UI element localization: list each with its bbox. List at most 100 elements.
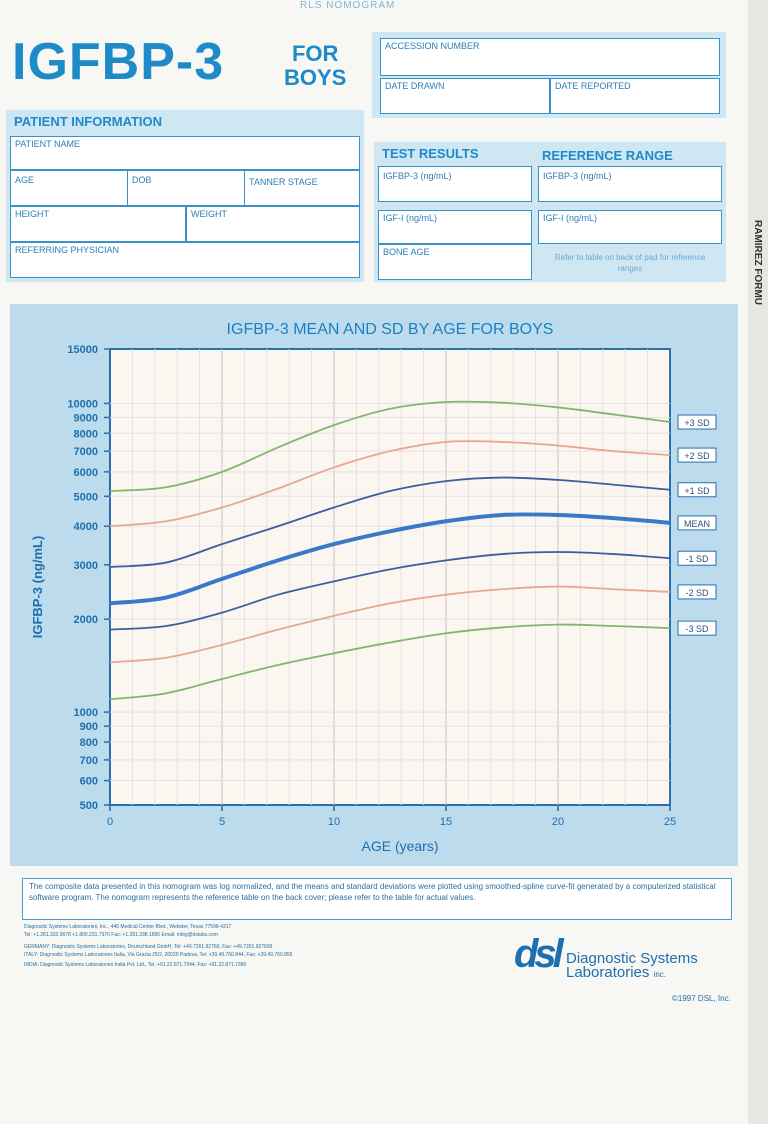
patient-name-field[interactable]: PATIENT NAME xyxy=(10,136,360,170)
plot-area xyxy=(109,348,671,806)
y-tick-label: 800 xyxy=(80,737,98,749)
logo-inc: inc. xyxy=(653,970,667,979)
y-tick-label: 3000 xyxy=(74,560,98,572)
series-line-minus1sd xyxy=(109,551,671,631)
x-tick-label: 0 xyxy=(107,816,113,828)
dob-field[interactable]: DOB xyxy=(127,170,245,206)
address-line-2: Tel: +1.281.332.9678 +1.800.231.7970 Fax… xyxy=(24,932,218,938)
x-tick-label: 20 xyxy=(552,816,564,828)
x-tick-label: 15 xyxy=(440,816,452,828)
for-boys-label: FOR BOYS xyxy=(284,42,346,90)
igfbp3-nomogram-chart: IGFBP-3 MEAN AND SD BY AGE FOR BOYS 500 60… xyxy=(30,321,717,854)
series-label: -2 SD xyxy=(685,588,709,598)
y-tick-label: 5000 xyxy=(74,491,98,503)
referring-physician-label: REFERRING PHYSICIAN xyxy=(15,245,120,255)
company-logo-text: Diagnostic Systems Laboratories inc. xyxy=(566,950,698,982)
boys-label: BOYS xyxy=(284,65,347,90)
series-label: MEAN xyxy=(684,519,710,529)
series-line-minus3sd xyxy=(109,623,671,701)
height-label: HEIGHT xyxy=(15,209,50,219)
series-label: -3 SD xyxy=(685,624,709,634)
date-drawn-field[interactable]: DATE DRAWN xyxy=(380,78,550,114)
series-line-minus2sd xyxy=(109,585,671,664)
series-label-box xyxy=(677,447,717,463)
reference-note: Refer to table on back of pad for refere… xyxy=(554,253,706,273)
bone-age-label: BONE AGE xyxy=(383,247,430,257)
chart-title: IGFBP-3 MEAN AND SD BY AGE FOR BOYS xyxy=(227,321,554,338)
series-label: +3 SD xyxy=(684,418,710,428)
series-label: +1 SD xyxy=(684,486,710,496)
dsl-logo-icon: dsl xyxy=(514,932,564,976)
y-tick-label: 6000 xyxy=(74,467,98,479)
bone-age-field[interactable]: BONE AGE xyxy=(378,244,532,280)
dob-label: DOB xyxy=(132,175,152,185)
reference-range-title: REFERENCE RANGE xyxy=(542,148,673,163)
accession-label: ACCESSION NUMBER xyxy=(385,41,480,51)
igfbp3-reference-label: IGFBP-3 (ng/mL) xyxy=(543,171,612,181)
series-line-mean xyxy=(109,512,671,606)
tanner-stage-field[interactable]: TANNER STAGE xyxy=(244,170,360,206)
logo-line-2: Laboratories inc. xyxy=(566,964,698,982)
series-line-plus1sd xyxy=(109,476,671,568)
x-tick-label: 25 xyxy=(664,816,676,828)
logo-line-2-text: Laboratories xyxy=(566,964,650,981)
series-label: +2 SD xyxy=(684,451,710,461)
referring-physician-field[interactable]: REFERRING PHYSICIAN xyxy=(10,242,360,278)
weight-label: WEIGHT xyxy=(191,209,227,219)
y-tick-label: 10000 xyxy=(67,398,98,410)
igfbp3-reference-field[interactable]: IGFBP-3 (ng/mL) xyxy=(538,166,722,202)
accession-field[interactable]: ACCESSION NUMBER xyxy=(380,38,720,76)
test-results-title: TEST RESULTS xyxy=(382,146,479,161)
y-tick-label: 7000 xyxy=(74,446,98,458)
for-label: FOR xyxy=(291,41,339,66)
y-tick-label: 8000 xyxy=(74,428,98,440)
series-label-box xyxy=(677,414,717,430)
date-reported-label: DATE REPORTED xyxy=(555,81,631,91)
y-tick-label: 900 xyxy=(80,721,98,733)
form-title: IGFBP-3 xyxy=(12,33,225,91)
patient-section-title: PATIENT INFORMATION xyxy=(14,114,163,129)
y-tick-label: 15000 xyxy=(67,344,98,356)
x-axis-label: AGE (years) xyxy=(361,838,438,854)
x-tick-label: 5 xyxy=(219,816,225,828)
logo-line-1: Diagnostic Systems xyxy=(566,950,698,967)
x-tick-label: 10 xyxy=(328,816,340,828)
igf1-reference-field[interactable]: IGF-I (ng/mL) xyxy=(538,210,722,244)
patient-name-label: PATIENT NAME xyxy=(15,139,81,149)
top-cut-text: RLS NOMOGRAM xyxy=(300,0,396,11)
igf1-reference-label: IGF-I (ng/mL) xyxy=(543,213,598,223)
y-tick-label: 4000 xyxy=(74,521,98,533)
address-line-4: ITALY: Diagnostic Systems Laboratories I… xyxy=(24,952,293,958)
weight-field[interactable]: WEIGHT xyxy=(186,206,360,242)
igfbp3-result-label: IGFBP-3 (ng/mL) xyxy=(383,171,452,181)
series-label-box xyxy=(677,550,717,566)
age-label: AGE xyxy=(15,175,35,185)
y-axis-label: IGFBP-3 (ng/mL) xyxy=(30,536,45,639)
y-tick-label: 500 xyxy=(80,800,98,812)
series-line-plus2sd xyxy=(109,440,671,528)
tanner-stage-label: TANNER STAGE xyxy=(249,177,318,187)
age-field[interactable]: AGE xyxy=(10,170,128,206)
date-reported-field[interactable]: DATE REPORTED xyxy=(550,78,720,114)
y-tick-label: 700 xyxy=(80,755,98,767)
y-tick-label: 600 xyxy=(80,776,98,788)
series-line-plus3sd xyxy=(109,400,671,492)
y-tick-label: 2000 xyxy=(74,614,98,626)
series-label: -1 SD xyxy=(685,554,709,564)
footnote: The composite data presented in this nom… xyxy=(22,878,732,920)
address-line-3: GERMANY: Diagnostic Systems Laboratories… xyxy=(24,944,273,950)
series-label-box xyxy=(677,515,717,531)
adjacent-page-edge xyxy=(748,0,768,1124)
edge-text: RAMIREZ FORMU xyxy=(752,220,763,305)
series-label-box xyxy=(677,620,717,636)
igf1-result-field[interactable]: IGF-I (ng/mL) xyxy=(378,210,532,244)
igf1-result-label: IGF-I (ng/mL) xyxy=(383,213,438,223)
y-tick-label: 1000 xyxy=(74,707,98,719)
date-drawn-label: DATE DRAWN xyxy=(385,81,445,91)
copyright: ©1997 DSL, Inc. xyxy=(672,994,731,1003)
chart-panel: IGFBP-3 MEAN AND SD BY AGE FOR BOYS 500 60… xyxy=(10,304,738,866)
address-line-5: INDIA: Diagnostic Systems Laboratories I… xyxy=(24,962,247,968)
igfbp3-result-field[interactable]: IGFBP-3 (ng/mL) xyxy=(378,166,532,202)
height-field[interactable]: HEIGHT xyxy=(10,206,186,242)
y-tick-label: 9000 xyxy=(74,412,98,424)
